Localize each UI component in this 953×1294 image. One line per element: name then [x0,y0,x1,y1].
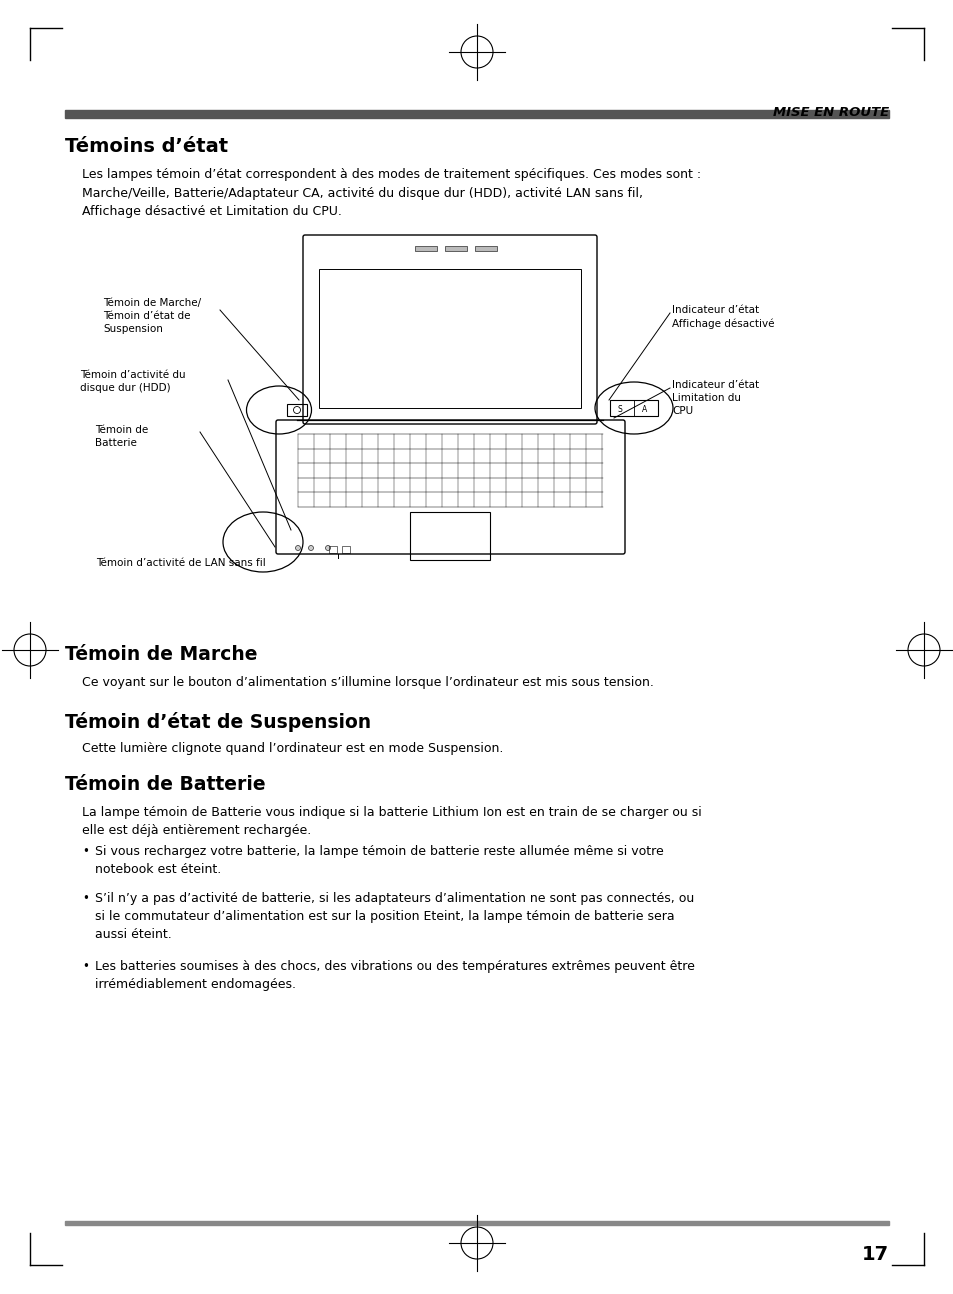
Text: Les lampes témoin d’état correspondent à des modes de traitement spécifiques. Ce: Les lampes témoin d’état correspondent à… [82,168,700,217]
Bar [65,1222,888,1225]
Bar [318,269,580,408]
Circle shape [308,546,314,550]
Text: Témoin de Batterie: Témoin de Batterie [65,775,265,795]
Text: Ce voyant sur le bouton d’alimentation s’illumine lorsque l’ordinateur est mis s: Ce voyant sur le bouton d’alimentation s… [82,675,653,688]
Text: S’il n’y a pas d’activité de batterie, si les adaptateurs d’alimentation ne sont: S’il n’y a pas d’activité de batterie, s… [95,892,694,941]
Bar [444,246,467,251]
Text: La lampe témoin de Batterie vous indique si la batterie Lithium Ion est en train: La lampe témoin de Batterie vous indique… [82,806,701,837]
Text: Témoin de Marche/
Témoin d’état de
Suspension: Témoin de Marche/ Témoin d’état de Suspe… [103,298,201,334]
Text: Témoin d’activité de LAN sans fil: Témoin d’activité de LAN sans fil [96,558,266,568]
Text: Témoin de Marche: Témoin de Marche [65,644,257,664]
Text: Cette lumière clignote quand l’ordinateur est en mode Suspension.: Cette lumière clignote quand l’ordinateu… [82,741,503,754]
Bar [415,246,436,251]
Text: MISE EN ROUTE: MISE EN ROUTE [772,106,888,119]
Circle shape [325,546,330,550]
Circle shape [295,546,300,550]
Text: Témoin d’activité du
disque dur (HDD): Témoin d’activité du disque dur (HDD) [80,370,186,393]
Text: •: • [82,892,89,905]
Text: Indicateur d’état
Limitation du
CPU: Indicateur d’état Limitation du CPU [671,380,759,417]
Text: •: • [82,845,89,858]
Bar [329,546,336,553]
Bar [287,404,307,415]
Text: 17: 17 [861,1245,888,1264]
Text: Les batteries soumises à des chocs, des vibrations ou des températures extrêmes : Les batteries soumises à des chocs, des … [95,960,694,991]
Text: Indicateur d’état
Affichage désactivé: Indicateur d’état Affichage désactivé [671,305,774,329]
Bar [475,246,497,251]
Text: Témoins d’état: Témoins d’état [65,137,228,157]
Text: Si vous rechargez votre batterie, la lampe témoin de batterie reste allumée même: Si vous rechargez votre batterie, la lam… [95,845,663,876]
Text: S: S [617,405,621,414]
Bar [410,512,490,560]
Bar [65,110,888,118]
Text: A: A [641,405,647,414]
Bar [609,400,658,415]
Text: Témoin d’état de Suspension: Témoin d’état de Suspension [65,712,371,732]
Bar [341,546,350,553]
Text: Témoin de
Batterie: Témoin de Batterie [95,424,148,448]
Text: •: • [82,960,89,973]
